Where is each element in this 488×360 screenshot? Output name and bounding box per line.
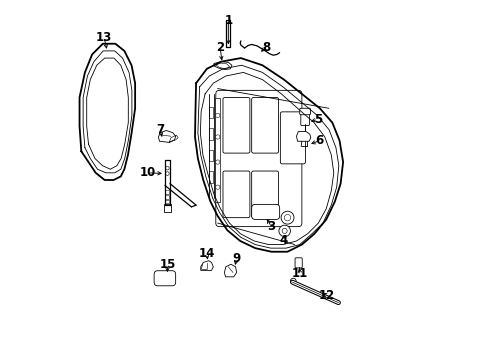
- Circle shape: [215, 113, 220, 118]
- Text: 6: 6: [315, 134, 323, 147]
- Text: 4: 4: [279, 234, 287, 247]
- Text: 10: 10: [139, 166, 156, 179]
- Bar: [209, 107, 213, 118]
- FancyBboxPatch shape: [251, 171, 278, 218]
- FancyBboxPatch shape: [251, 98, 278, 153]
- Text: 15: 15: [159, 258, 175, 271]
- Text: 1: 1: [224, 14, 232, 27]
- FancyBboxPatch shape: [294, 258, 302, 268]
- FancyBboxPatch shape: [154, 271, 175, 286]
- Polygon shape: [296, 132, 310, 141]
- Text: 5: 5: [313, 113, 322, 126]
- FancyBboxPatch shape: [215, 90, 301, 226]
- Circle shape: [215, 185, 220, 189]
- Text: 9: 9: [232, 252, 240, 265]
- Polygon shape: [214, 62, 231, 69]
- Bar: [165, 190, 169, 194]
- Text: 12: 12: [318, 289, 334, 302]
- FancyBboxPatch shape: [223, 98, 249, 153]
- Text: 8: 8: [262, 41, 269, 54]
- Circle shape: [215, 135, 220, 139]
- FancyBboxPatch shape: [280, 112, 305, 164]
- Text: 11: 11: [291, 267, 307, 280]
- Circle shape: [290, 278, 296, 284]
- Polygon shape: [158, 131, 175, 142]
- FancyBboxPatch shape: [300, 113, 309, 126]
- FancyBboxPatch shape: [251, 204, 279, 220]
- Circle shape: [281, 211, 293, 224]
- Bar: [209, 171, 213, 183]
- Circle shape: [215, 160, 220, 164]
- Polygon shape: [224, 264, 236, 277]
- FancyBboxPatch shape: [299, 108, 310, 115]
- Text: 7: 7: [156, 123, 164, 136]
- Bar: [165, 195, 169, 199]
- Polygon shape: [201, 261, 213, 270]
- Text: 14: 14: [198, 247, 215, 260]
- Text: 2: 2: [216, 41, 224, 54]
- Bar: [165, 200, 169, 203]
- Text: 13: 13: [96, 31, 112, 44]
- Bar: [209, 129, 213, 140]
- Bar: [209, 150, 213, 161]
- Bar: [164, 204, 170, 212]
- FancyBboxPatch shape: [223, 171, 249, 218]
- Circle shape: [278, 225, 290, 237]
- Bar: [215, 98, 220, 202]
- Text: 3: 3: [267, 220, 275, 233]
